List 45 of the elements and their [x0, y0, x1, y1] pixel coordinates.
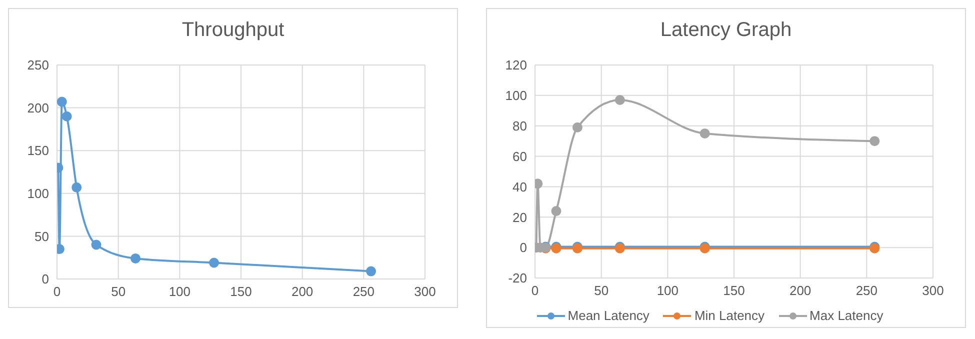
y-tick-label: 250 — [27, 58, 49, 73]
legend-label: Max Latency — [810, 308, 884, 323]
x-tick-label: 200 — [789, 283, 812, 298]
x-tick-label: 100 — [168, 284, 191, 300]
x-tick-label: 300 — [414, 284, 436, 300]
point — [614, 94, 625, 105]
chart-title: Throughput — [180, 18, 286, 43]
x-tick-label: 300 — [922, 283, 944, 298]
point — [572, 122, 582, 132]
x-tick-label: 250 — [856, 283, 878, 298]
y-tick-label: 120 — [505, 58, 527, 73]
x-tick-label: 150 — [723, 283, 745, 298]
y-tick-label: 200 — [27, 100, 49, 116]
x-tick-label: 50 — [594, 283, 609, 298]
y-tick-label: 80 — [512, 118, 527, 134]
point — [62, 111, 72, 122]
point — [870, 136, 880, 146]
x-tick-label: 150 — [230, 284, 252, 300]
y-tick-label: -20 — [508, 270, 527, 286]
point — [700, 128, 710, 138]
point — [130, 253, 141, 264]
point — [57, 96, 67, 107]
x-tick-label: 0 — [531, 283, 539, 298]
y-tick-label: 60 — [512, 148, 527, 164]
x-tick-label: 250 — [352, 284, 375, 300]
x-tick-label: 200 — [291, 284, 314, 300]
y-tick-label: 40 — [512, 179, 527, 194]
y-tick-label: 0 — [520, 240, 527, 256]
legend-label: Mean Latency — [568, 308, 650, 323]
y-tick-label: 50 — [34, 228, 49, 244]
y-tick-label: 0 — [42, 272, 49, 287]
chart-title: Latency Graph — [659, 18, 793, 43]
y-tick-label: 150 — [27, 143, 49, 158]
y-tick-label: 100 — [505, 88, 527, 104]
legend-label: Min Latency — [694, 308, 765, 323]
point — [72, 182, 82, 192]
point — [91, 240, 102, 250]
point — [209, 258, 220, 268]
point — [551, 206, 562, 216]
x-tick-label: 50 — [111, 284, 126, 300]
y-tick-label: 20 — [512, 210, 527, 225]
point — [366, 266, 376, 276]
y-tick-label: 100 — [27, 186, 49, 202]
x-tick-label: 0 — [53, 284, 61, 300]
x-tick-label: 100 — [656, 283, 679, 298]
